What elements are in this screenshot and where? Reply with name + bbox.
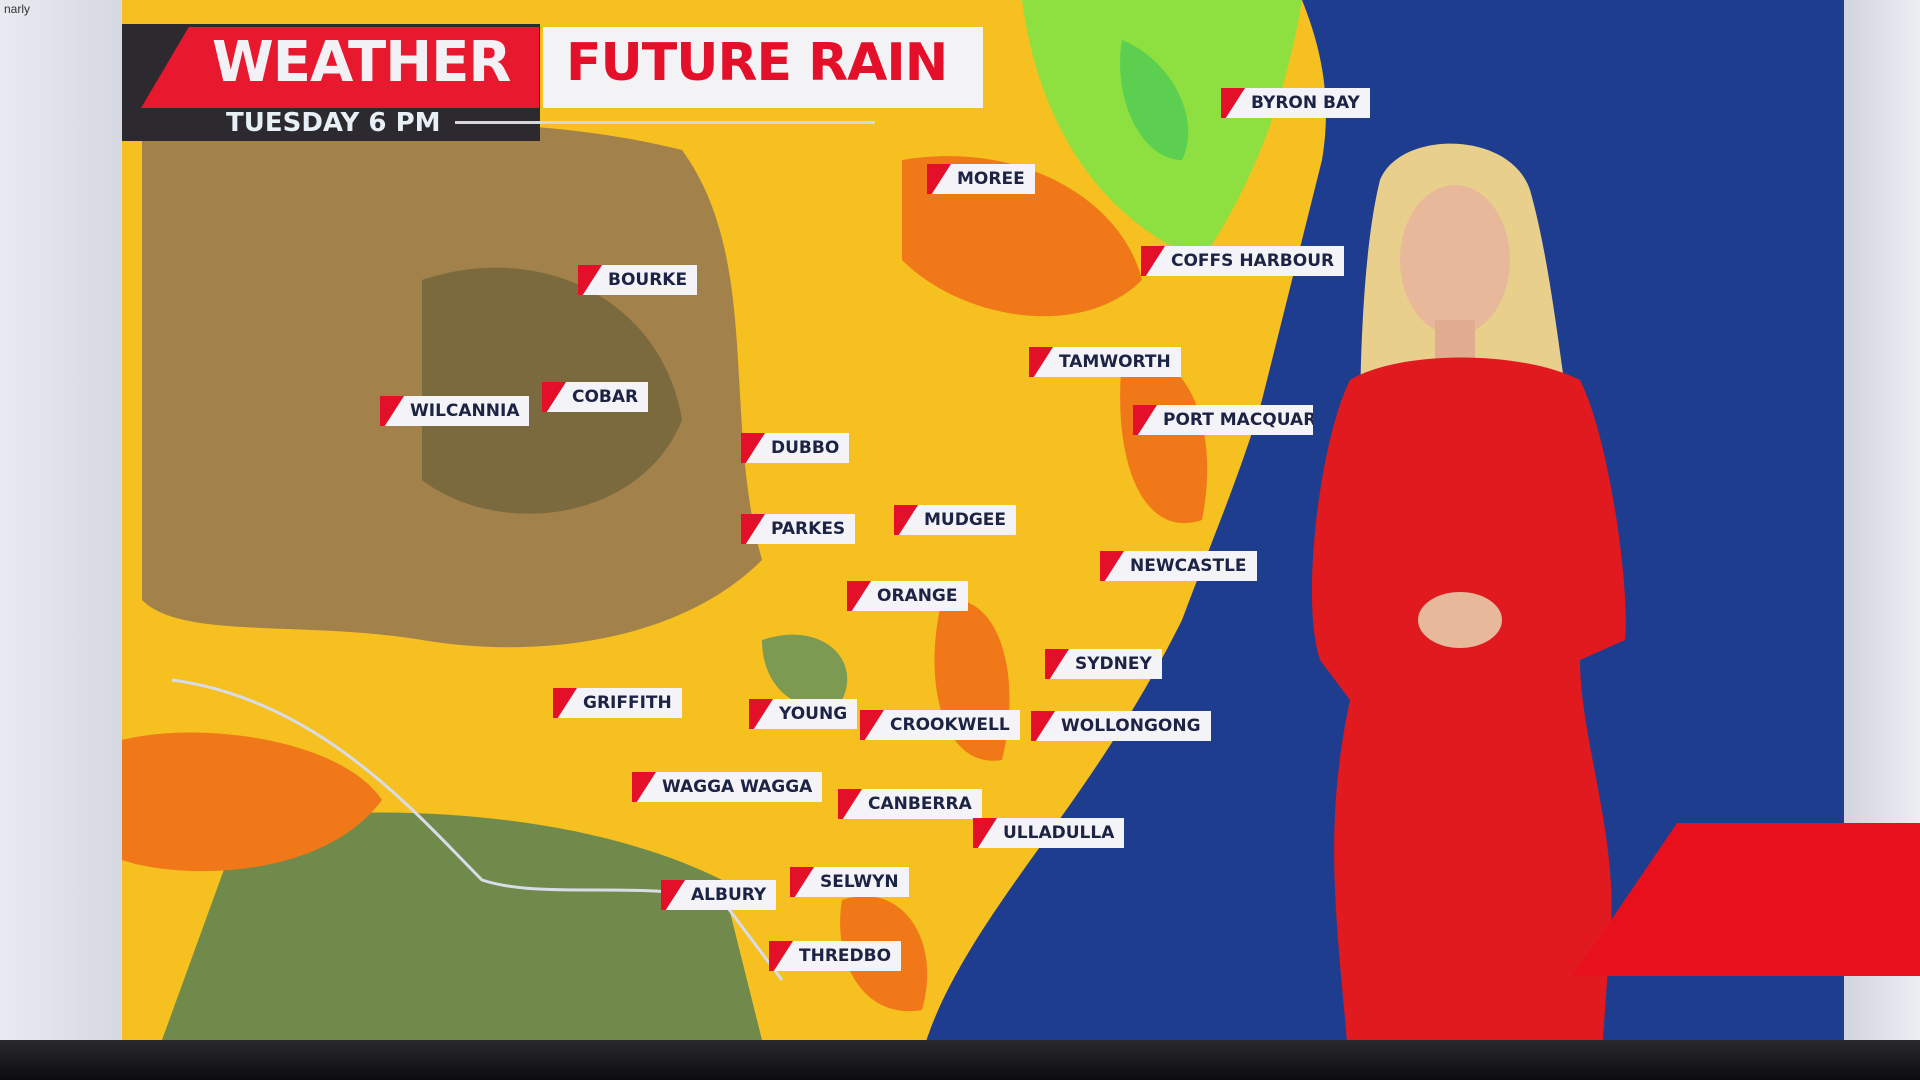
red-flag-icon [578,265,602,295]
red-flag-icon [847,581,871,611]
studio-wall-left [0,0,135,1080]
red-flag-icon [838,789,862,819]
map-label-text: ALBURY [691,885,767,905]
red-flag-icon [1045,649,1069,679]
map-label-text: SELWYN [820,872,899,892]
map-label-crookwell: CROOKWELL [860,710,1020,740]
red-flag-icon [1133,405,1157,435]
red-flag-icon [632,772,656,802]
map-label-text: NEWCASTLE [1130,556,1247,576]
red-flag-icon [749,699,773,729]
map-label-griffith: GRIFFITH [553,688,682,718]
map-label-text: SYDNEY [1075,654,1152,674]
red-flag-icon [973,818,997,848]
map-label-newcastle: NEWCASTLE [1100,551,1257,581]
map-label-text: WOLLONGONG [1061,716,1201,736]
map-label-coffs-harbour: COFFS HARBOUR [1141,246,1345,276]
red-flag-icon [380,396,404,426]
map-label-orange: ORANGE [847,581,968,611]
map-label-text: DUBBO [771,438,840,458]
red-flag-icon [741,433,765,463]
map-label-text: THREDBO [799,946,892,966]
map-label-selwyn: SELWYN [790,867,909,897]
header-divider [455,121,875,124]
red-flag-icon [1221,88,1245,118]
header-title-box [543,27,983,108]
map-label-text: BOURKE [608,270,688,290]
map-label-canberra: CANBERRA [838,789,982,819]
header-title: FUTURE RAIN [566,33,948,93]
map-label-text: BYRON BAY [1251,93,1360,113]
map-label-tamworth: TAMWORTH [1029,347,1181,377]
map-label-byron-bay: BYRON BAY [1221,88,1370,118]
map-label-mudgee: MUDGEE [894,505,1017,535]
red-flag-icon [1141,246,1165,276]
map-label-text: ULLADULLA [1003,823,1115,843]
header-brand-bar [141,27,539,108]
red-flag-icon [1031,711,1055,741]
map-label-text: YOUNG [779,704,848,724]
map-label-ulladulla: ULLADULLA [973,818,1125,848]
map-label-moree: MOREE [927,164,1035,194]
map-label-cobar: COBAR [542,382,649,412]
map-label-albury: ALBURY [661,880,777,910]
map-label-text: MUDGEE [924,510,1007,530]
map-label-wilcannia: WILCANNIA [380,396,530,426]
map-label-text: CROOKWELL [890,715,1010,735]
map-label-young: YOUNG [749,699,858,729]
map-label-thredbo: THREDBO [769,941,902,971]
red-flag-icon [542,382,566,412]
map-label-text: PARKES [771,519,846,539]
map-label-text: COFFS HARBOUR [1171,251,1335,271]
red-flag-icon [1029,347,1053,377]
red-flag-icon [1100,551,1124,581]
map-label-dubbo: DUBBO [741,433,850,463]
map-label-text: MOREE [957,169,1025,189]
header-brand: WEATHER [212,30,511,95]
map-label-sydney: SYDNEY [1045,649,1162,679]
red-flag-icon [741,514,765,544]
red-flag-icon [553,688,577,718]
red-flag-icon [894,505,918,535]
map-label-wollongong: WOLLONGONG [1031,711,1211,741]
header-time: TUESDAY 6 PM [226,108,441,138]
corner-text: narly [4,2,31,16]
map-label-text: PORT MACQUAR [1163,410,1313,430]
red-flag-icon [790,867,814,897]
red-flag-icon [661,880,685,910]
red-flag-icon [860,710,884,740]
map-label-bourke: BOURKE [578,265,698,295]
map-label-text: COBAR [572,387,639,407]
map-label-wagga-wagga: WAGGA WAGGA [632,772,823,802]
map-label-text: WAGGA WAGGA [662,777,813,797]
map-label-parkes: PARKES [741,514,856,544]
map-label-text: CANBERRA [868,794,972,814]
map-label-text: GRIFFITH [583,693,672,713]
map-label-text: ORANGE [877,586,958,606]
map-label-text: WILCANNIA [410,401,520,421]
map-label-text: TAMWORTH [1059,352,1171,372]
red-flag-icon [769,941,793,971]
red-flag-icon [927,164,951,194]
map-label-port-macquar: PORT MACQUAR [1133,405,1313,435]
studio-floor [0,1040,1920,1080]
presenter [1311,143,1626,1080]
